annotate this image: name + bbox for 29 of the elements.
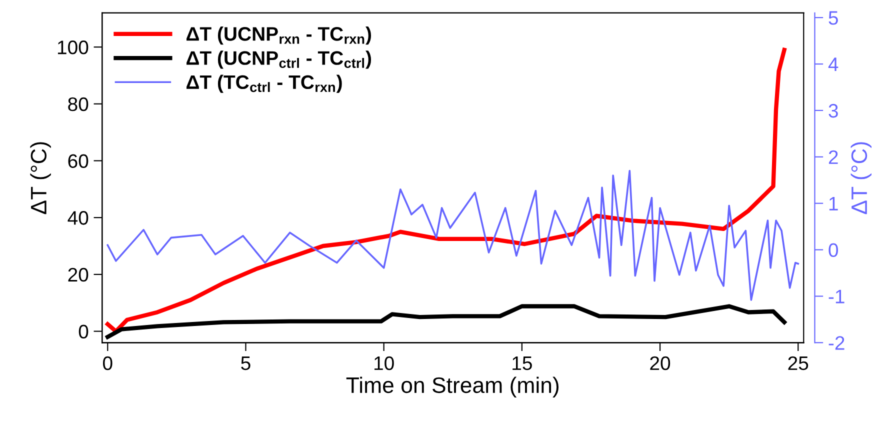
y-tick-label: 80: [68, 97, 88, 112]
line-series: [106, 48, 786, 334]
legend-label: ΔT (TC$_{ctrl}$ - TC$_{rxn}$): [186, 74, 342, 93]
y-tick-label: 60: [68, 154, 88, 168]
y-tick-label: 40: [68, 211, 88, 225]
y-axis-title: ΔT (°C): [30, 142, 51, 214]
line-series: [106, 304, 786, 340]
x-tick-label: 20: [650, 356, 670, 370]
x-tick-label: 15: [512, 356, 532, 370]
legend-label: ΔT (UCNP$_{rxn}$ - TC$_{rxn}$): [186, 26, 372, 45]
x-tick-label: 0: [102, 356, 112, 370]
y-tick-label: 0: [78, 324, 88, 339]
legend-label: ΔT (UCNP$_{ctrl}$ - TC$_{ctrl}$): [186, 50, 372, 69]
y2-tick-label: 2: [828, 150, 838, 164]
x-tick-label: 25: [788, 356, 808, 370]
line-series: [106, 170, 800, 301]
y2-tick-label: 1: [829, 196, 838, 210]
y-tick-label: 20: [68, 268, 88, 282]
y2-tick-label: -2: [828, 336, 844, 350]
y-tick-label: 100: [58, 40, 88, 54]
y2-tick-label: 0: [828, 243, 838, 258]
y2-tick-label: 4: [828, 58, 838, 72]
y2-tick-label: 3: [828, 104, 838, 118]
x-axis-title: Time on Stream (min): [346, 376, 559, 398]
x-tick-label: 5: [241, 356, 250, 370]
x-tick-label: 10: [374, 356, 394, 370]
y2-tick-label: -1: [828, 290, 844, 304]
y2-tick-label: 5: [828, 11, 838, 25]
y2-axis-title: ΔT (°C): [850, 142, 872, 214]
